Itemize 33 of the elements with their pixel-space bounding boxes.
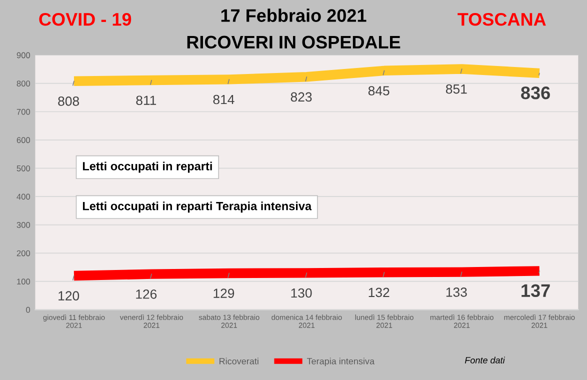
data-label: 133: [446, 287, 467, 297]
data-label: 836: [521, 86, 550, 100]
source-note: Fonte dati: [464, 356, 506, 364]
y-tick-label: 400: [16, 194, 30, 200]
annotation: Letti occupati in reparti: [82, 162, 212, 173]
data-label: 120: [58, 291, 80, 301]
data-label: 811: [136, 96, 156, 106]
data-label: 130: [291, 288, 312, 298]
chart-title: 17 Febbraio 2021: [221, 8, 366, 22]
y-tick-label: 800: [16, 80, 30, 86]
text: COVID - 19: [39, 12, 132, 26]
data-label: 808: [58, 96, 80, 106]
data-label: 814: [213, 94, 234, 104]
data-label: 845: [368, 86, 390, 96]
data-label: 129: [214, 288, 234, 298]
y-tick-label: 0: [26, 306, 30, 313]
chart-subtitle: RICOVERI IN OSPEDALE: [187, 36, 400, 49]
y-tick-label: 500: [16, 165, 30, 172]
y-tick-label: 600: [16, 137, 30, 144]
data-label: 851: [446, 84, 467, 94]
y-tick-label: 900: [16, 52, 30, 58]
text: TOSCANA: [458, 12, 546, 26]
annotation: Letti occupati in reparti Terapia intensiva: [82, 202, 312, 213]
data-label: 132: [368, 288, 390, 298]
y-tick-label: 700: [16, 108, 30, 115]
y-tick-label: 200: [16, 250, 30, 256]
data-label: 126: [136, 289, 157, 299]
data-label: 823: [290, 92, 312, 102]
y-tick-label: 300: [16, 222, 30, 228]
legend-label: Terapia intensiva: [306, 358, 375, 366]
legend-label: Ricoverati: [220, 358, 258, 364]
data-label: 137: [522, 284, 550, 298]
y-tick-label: 100: [17, 278, 30, 285]
